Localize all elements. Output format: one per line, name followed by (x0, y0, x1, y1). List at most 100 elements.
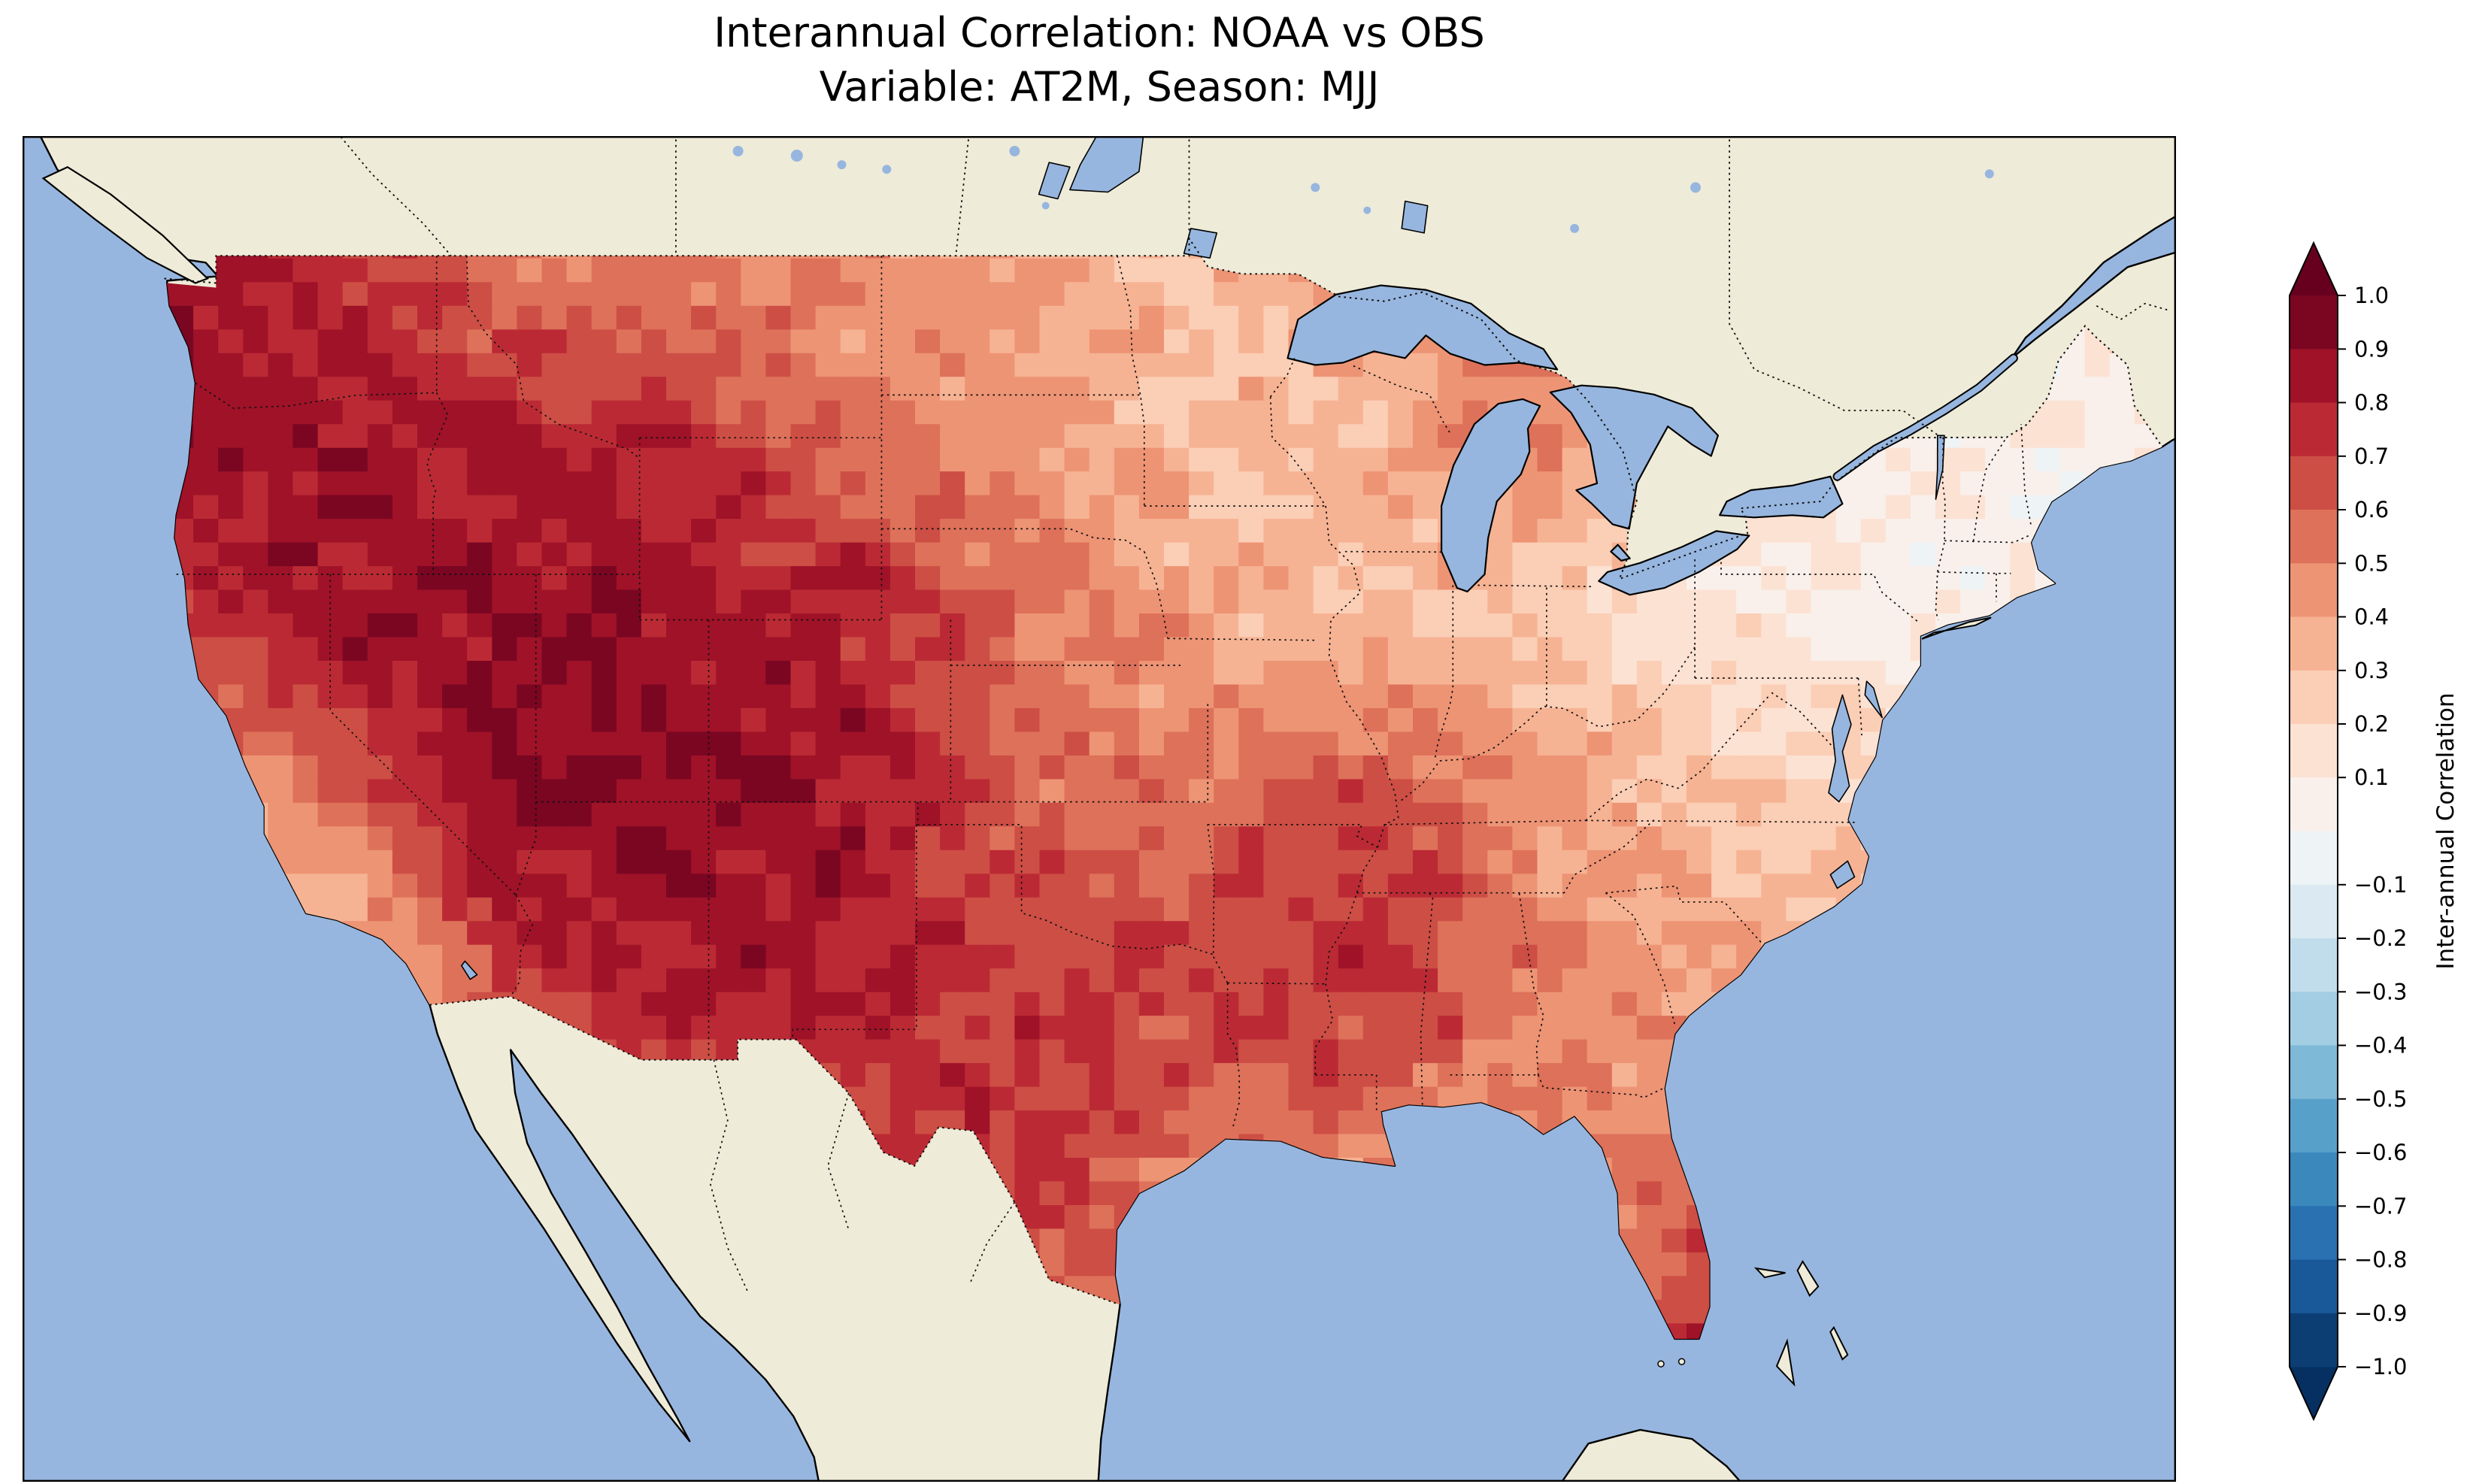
colorbar-segment (2290, 456, 2338, 510)
colorbar-tick-label: 1.0 (2354, 283, 2389, 308)
colorbar-tick-label: 0.8 (2354, 390, 2389, 416)
title-line1: Interannual Correlation: NOAA vs OBS (714, 9, 1485, 56)
colorbar-label: Inter-annual Correlation (2432, 692, 2459, 969)
border-line (1729, 136, 1941, 438)
island (1796, 1260, 1820, 1298)
small-lake (1570, 223, 1580, 233)
small-lake (1311, 183, 1320, 192)
border-line (1972, 437, 2008, 541)
st-lawrence-river (1834, 355, 2017, 480)
florida-keys (1677, 1358, 1686, 1365)
colorbar-tick-label: −0.2 (2354, 925, 2407, 951)
colorbar-tick-label: 0.3 (2354, 658, 2389, 683)
lake (1828, 694, 1852, 803)
lake (1401, 200, 1429, 234)
colorbar-tick-label: 0.7 (2354, 444, 2389, 469)
border-line (968, 1201, 1016, 1285)
colorbar-under-arrow (2290, 1367, 2338, 1419)
colorbar-tick-label: −0.7 (2354, 1193, 2407, 1219)
colorbar-tick-label: −0.3 (2354, 979, 2407, 1004)
small-lake (1009, 146, 1020, 156)
colorbar-segment (2290, 884, 2338, 939)
border-line (2020, 424, 2032, 525)
border-line (1420, 892, 1434, 1107)
border-line (164, 235, 2163, 580)
florida-keys (1657, 1360, 1665, 1367)
lake (1610, 544, 1631, 562)
border-line (709, 1059, 750, 1294)
island (1775, 1338, 1796, 1387)
cuba (1560, 1428, 1742, 1482)
border-line (1398, 647, 1696, 804)
colorbar-tick-label: −1.0 (2354, 1354, 2407, 1380)
figure-title: Interannual Correlation: NOAA vs OBS Var… (23, 6, 2176, 114)
border-line (329, 574, 517, 896)
small-lake (1041, 201, 1050, 210)
lake (1864, 680, 1883, 719)
border-line (1585, 694, 1771, 822)
lake (1719, 475, 1844, 519)
small-lake (1363, 206, 1371, 214)
colorbar-tick-label: −0.5 (2354, 1086, 2407, 1112)
lake (1287, 284, 1559, 371)
us-correlation-map (23, 136, 2176, 1482)
island (1829, 1325, 1849, 1361)
colorbar: 1.0 0.9 0.8 0.7 0.6 0.5 0.4 0.3 0.2 0.1 −0.1 −0.2 −0… (2271, 218, 2470, 1481)
colorbar-segment (2290, 992, 2338, 1046)
border-line (1720, 562, 1919, 622)
border-line (1207, 824, 1378, 848)
border-line (1314, 506, 1399, 1075)
small-lake (1984, 169, 1994, 179)
colorbar-tick-label: −0.6 (2354, 1140, 2407, 1165)
island (1921, 616, 1992, 640)
lake (1935, 435, 1945, 500)
colorbar-segment (2290, 1045, 2338, 1100)
border-line (1935, 437, 1946, 620)
colorbar-over-arrow (2290, 243, 2338, 295)
small-lake (882, 165, 892, 174)
colorbar-segment (2290, 1206, 2338, 1261)
border-line (339, 136, 452, 256)
colorbar-tick-label: −0.8 (2354, 1247, 2407, 1273)
title-line2: Variable: AT2M, Season: MJJ (819, 63, 1380, 111)
lake (1038, 162, 1071, 200)
border-line (1117, 256, 1145, 507)
colorbar-tick-label: 0.1 (2354, 765, 2389, 790)
border-line (1937, 571, 2011, 574)
map-svg (23, 136, 2176, 1482)
colorbar-segment (2290, 831, 2338, 886)
border-line (1857, 677, 1862, 736)
colorbar-segment (2290, 563, 2338, 618)
colorbar-segment (2290, 295, 2338, 350)
colorbar-tick-label: 0.6 (2354, 497, 2389, 522)
lake (1069, 136, 1144, 193)
colorbar-segment (2290, 1313, 2338, 1367)
border-line (510, 895, 534, 998)
border-line (1477, 584, 1594, 588)
border-line (1605, 892, 1676, 1025)
colorbar-segment (2290, 616, 2338, 671)
lake (1441, 398, 1541, 592)
border-line (1269, 396, 1326, 507)
colorbar-tick-label: 0.5 (2354, 550, 2389, 576)
border-line (1167, 638, 1316, 641)
border-line (1384, 819, 1586, 825)
colorbar-svg: 1.0 0.9 0.8 0.7 0.6 0.5 0.4 0.3 0.2 0.1 −0.1 −0.2 −0… (2289, 241, 2459, 1422)
lake (1829, 860, 1856, 889)
small-lake (732, 146, 744, 156)
vancouver-island (41, 165, 209, 284)
colorbar-segment (2290, 1259, 2338, 1314)
border-line (955, 136, 970, 256)
border-line (1605, 885, 1764, 945)
colorbar-tick-label: 0.4 (2354, 604, 2389, 630)
small-lake (1690, 182, 1701, 193)
colorbar-tick-label: −0.9 (2354, 1301, 2407, 1326)
lake (461, 960, 478, 980)
border-line (426, 392, 449, 574)
colorbar-segment (2290, 402, 2338, 457)
lake (1549, 384, 1719, 530)
island (1753, 1267, 1786, 1279)
border-line (1585, 819, 1856, 823)
colorbar-tick-label: −0.4 (2354, 1033, 2407, 1058)
